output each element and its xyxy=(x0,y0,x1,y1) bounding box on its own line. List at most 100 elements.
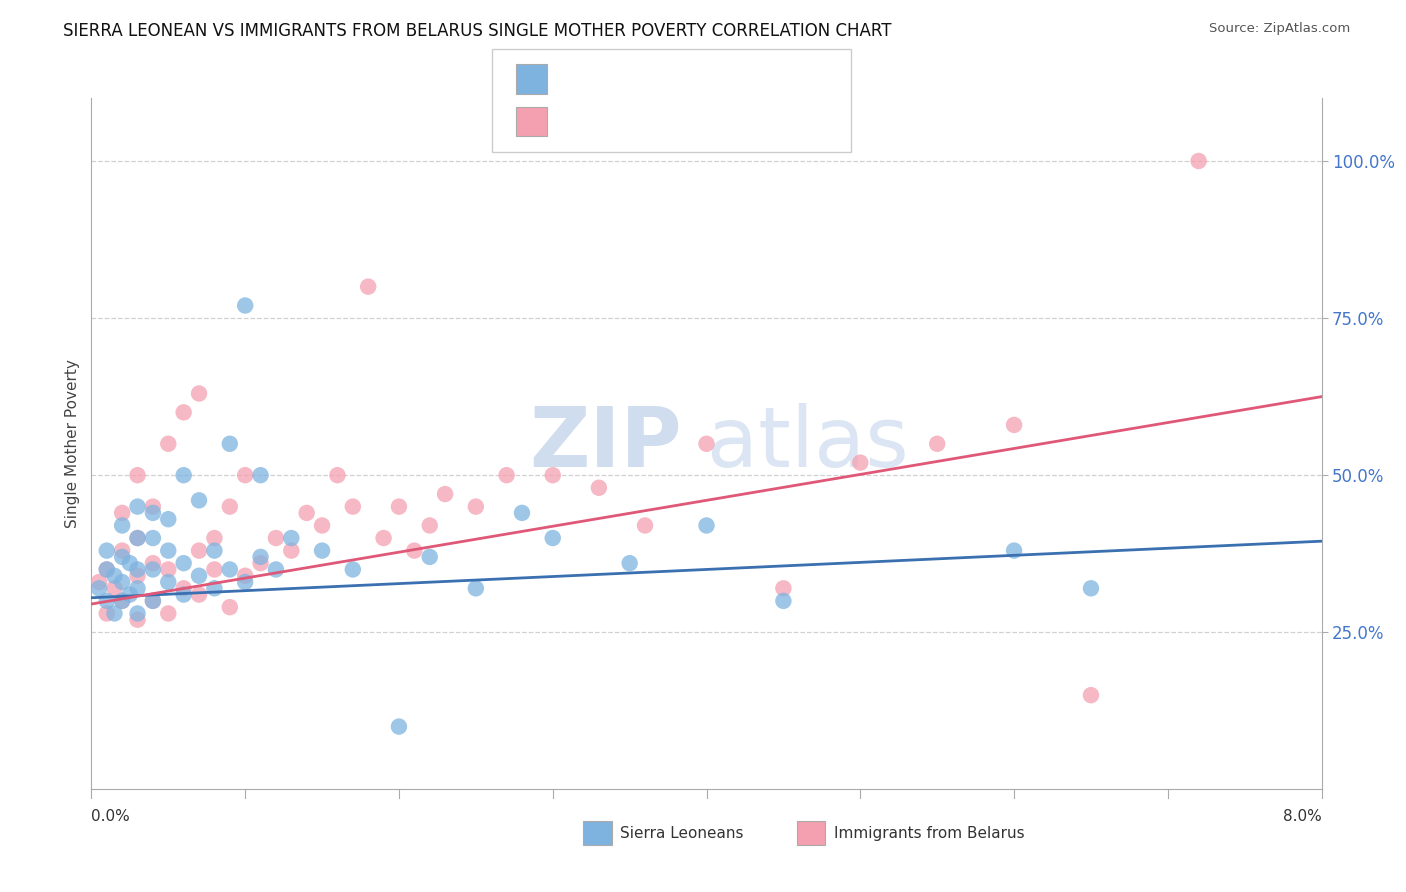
Point xyxy=(202,531,225,545)
Point xyxy=(111,518,134,533)
Point xyxy=(249,549,271,564)
Point xyxy=(695,437,717,451)
Point xyxy=(495,468,517,483)
Point xyxy=(142,506,165,520)
Text: N =: N = xyxy=(659,112,699,130)
Point xyxy=(127,562,149,576)
Point xyxy=(588,481,610,495)
Point xyxy=(634,518,657,533)
Point xyxy=(249,556,271,570)
Text: 8.0%: 8.0% xyxy=(1282,809,1322,824)
Point xyxy=(388,720,411,734)
Point xyxy=(373,531,395,545)
Text: Source: ZipAtlas.com: Source: ZipAtlas.com xyxy=(1209,22,1350,36)
Point xyxy=(111,543,134,558)
Point xyxy=(157,607,180,621)
Point xyxy=(280,543,302,558)
Text: 51: 51 xyxy=(700,70,727,88)
Point xyxy=(541,468,564,483)
Point xyxy=(510,506,533,520)
Point xyxy=(849,456,872,470)
Point xyxy=(434,487,457,501)
Text: R =: R = xyxy=(558,112,598,130)
Text: R =: R = xyxy=(558,70,598,88)
Point xyxy=(173,556,195,570)
Text: ZIP: ZIP xyxy=(530,403,682,484)
Point xyxy=(202,562,225,576)
Point xyxy=(188,568,211,582)
Text: Sierra Leoneans: Sierra Leoneans xyxy=(620,826,744,840)
Point xyxy=(188,588,211,602)
Point xyxy=(173,468,195,483)
Text: SIERRA LEONEAN VS IMMIGRANTS FROM BELARUS SINGLE MOTHER POVERTY CORRELATION CHAR: SIERRA LEONEAN VS IMMIGRANTS FROM BELARU… xyxy=(63,22,891,40)
Point xyxy=(96,543,118,558)
Point xyxy=(87,575,110,590)
Point xyxy=(142,500,165,514)
Point xyxy=(127,468,149,483)
Point xyxy=(96,562,118,576)
Point xyxy=(127,607,149,621)
Point xyxy=(142,531,165,545)
Point xyxy=(772,594,794,608)
Point xyxy=(1002,543,1025,558)
Point xyxy=(118,556,141,570)
Point xyxy=(218,437,240,451)
Point xyxy=(388,500,411,514)
Point xyxy=(103,607,125,621)
Point xyxy=(342,500,364,514)
Point xyxy=(342,562,364,576)
Point xyxy=(96,607,118,621)
Point xyxy=(173,405,195,419)
Point xyxy=(127,531,149,545)
Point xyxy=(772,582,794,596)
Point xyxy=(264,562,287,576)
Point xyxy=(87,582,110,596)
Point xyxy=(927,437,949,451)
Point xyxy=(111,575,134,590)
Point xyxy=(96,594,118,608)
Point xyxy=(233,299,256,313)
Point xyxy=(111,549,134,564)
Point xyxy=(173,582,195,596)
Point xyxy=(295,506,318,520)
Point xyxy=(464,582,486,596)
Point xyxy=(464,500,486,514)
Text: Immigrants from Belarus: Immigrants from Belarus xyxy=(834,826,1025,840)
Text: 0.161: 0.161 xyxy=(600,70,662,88)
Point xyxy=(103,582,125,596)
Point xyxy=(96,562,118,576)
Point xyxy=(357,279,380,293)
Text: atlas: atlas xyxy=(706,403,908,484)
Point xyxy=(280,531,302,545)
Point xyxy=(142,594,165,608)
Text: 53: 53 xyxy=(700,112,727,131)
Point xyxy=(541,531,564,545)
Point xyxy=(218,500,240,514)
Text: 0.353: 0.353 xyxy=(600,112,662,131)
Y-axis label: Single Mother Poverty: Single Mother Poverty xyxy=(65,359,80,528)
Point xyxy=(419,549,441,564)
Point xyxy=(127,500,149,514)
Point xyxy=(311,543,333,558)
Point xyxy=(188,386,211,401)
Point xyxy=(218,600,240,615)
Point xyxy=(1187,153,1209,168)
Point xyxy=(326,468,349,483)
Point xyxy=(142,562,165,576)
Point xyxy=(111,594,134,608)
Point xyxy=(419,518,441,533)
Point xyxy=(233,468,256,483)
Point xyxy=(188,543,211,558)
Point xyxy=(188,493,211,508)
Point xyxy=(404,543,426,558)
Point xyxy=(249,468,271,483)
Point xyxy=(311,518,333,533)
Text: N =: N = xyxy=(659,70,699,88)
Point xyxy=(173,588,195,602)
Point xyxy=(111,594,134,608)
Point xyxy=(202,582,225,596)
Point xyxy=(157,543,180,558)
Point xyxy=(157,562,180,576)
Text: 0.0%: 0.0% xyxy=(91,809,131,824)
Point xyxy=(142,594,165,608)
